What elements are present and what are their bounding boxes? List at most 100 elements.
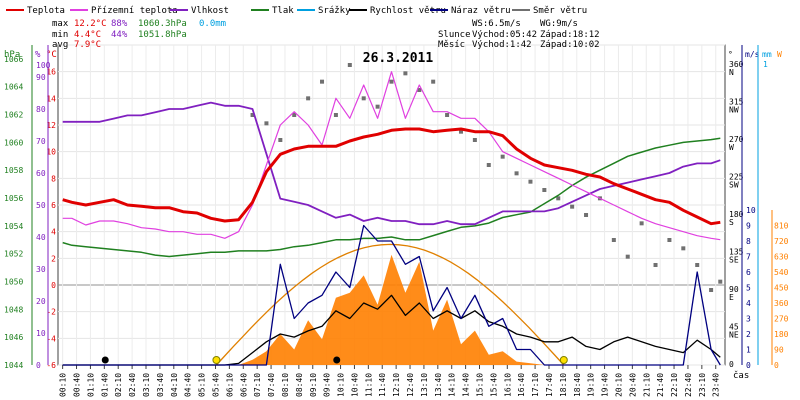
pct-tick: 30 xyxy=(36,265,46,274)
c-tick: 4 xyxy=(51,228,56,237)
pct-tick: 100 xyxy=(36,61,51,70)
x-tick-label: 10:10 xyxy=(337,373,346,397)
series-temperature xyxy=(62,127,721,226)
x-tick-label: 09:40 xyxy=(323,373,332,397)
pct-tick: 80 xyxy=(36,105,46,114)
hpa-tick: 1066 xyxy=(4,55,23,64)
c-tick: 16 xyxy=(46,68,56,77)
x-tick-label: 17:10 xyxy=(531,373,540,397)
x-tick-label: 06:40 xyxy=(239,373,248,397)
stats-max-hum: 88% xyxy=(111,19,128,29)
wind-dir-point xyxy=(361,96,366,101)
legend: Teplota Přízemní teplota Vlhkost Tlak Srážky… xyxy=(6,6,587,16)
dir-tick-name: W xyxy=(729,143,734,152)
wind-dir-point xyxy=(333,113,338,117)
wind-dir-point xyxy=(472,138,477,142)
wind-dir-point xyxy=(375,104,380,109)
moon-label: Měsíc xyxy=(438,40,465,50)
pct-tick: 60 xyxy=(36,169,46,178)
stats-max-label: max xyxy=(52,19,69,29)
stats-min-press: 1051.8hPa xyxy=(138,30,187,40)
dir-tick-name: SW xyxy=(729,181,739,190)
c-tick: 14 xyxy=(46,94,56,103)
pct-tick: 90 xyxy=(36,73,46,82)
astro-block: WS:6.5m/s WG:9m/s Slunce Východ:05:42 Zá… xyxy=(438,19,600,50)
x-tick-label: 22:10 xyxy=(670,373,679,397)
pct-tick: 0 xyxy=(36,361,41,370)
c-tick: 12 xyxy=(46,121,56,130)
wind-dir-point xyxy=(695,263,700,267)
x-tick-label: 16:10 xyxy=(503,373,512,397)
sunset-marker xyxy=(559,356,568,364)
x-axis-label: čas xyxy=(733,370,749,381)
dir-tick-name: S xyxy=(729,218,734,227)
wm2-tick: 630 xyxy=(774,253,789,262)
wind-dir-point xyxy=(570,204,575,209)
x-tick-label: 23:40 xyxy=(712,373,721,397)
pct-tick: 10 xyxy=(36,329,46,338)
wind-dir-point xyxy=(718,279,723,284)
x-tick-label: 13:10 xyxy=(420,373,429,397)
wind-dir-point xyxy=(417,88,422,92)
chart-date-title: 26.3.2011 xyxy=(363,51,434,66)
stats-max-press: 1060.3hPa xyxy=(138,19,187,29)
hpa-tick: 1052 xyxy=(4,250,23,259)
x-tick-label: 12:10 xyxy=(392,373,401,397)
dir-tick-name: SE xyxy=(729,256,739,265)
wind-dir-point xyxy=(709,288,714,292)
hpa-tick: 1048 xyxy=(4,305,23,314)
x-tick-label: 04:10 xyxy=(170,373,179,397)
wind-dir-point xyxy=(264,121,269,126)
dir-tick-name: N xyxy=(729,68,734,77)
hpa-unit: hPa xyxy=(4,50,20,60)
wind-dir-point xyxy=(514,171,519,176)
legend-label: Přízemní teplota xyxy=(91,6,178,16)
stats-avg-temp: 7.9°C xyxy=(74,40,101,50)
x-tick-label: 19:40 xyxy=(601,373,610,397)
dir-tick-name: NW xyxy=(729,106,739,115)
x-tick-label: 11:40 xyxy=(378,373,387,397)
hpa-tick: 1056 xyxy=(4,194,23,203)
series-solar-area xyxy=(62,254,721,365)
x-tick-label: 08:40 xyxy=(295,373,304,397)
x-tick-label: 07:40 xyxy=(267,373,276,397)
dir-tick-name: E xyxy=(729,293,734,302)
hpa-tick: 1060 xyxy=(4,138,23,147)
ms-tick: 5 xyxy=(746,284,751,293)
pct-tick: 40 xyxy=(36,233,46,242)
wm2-tick: 270 xyxy=(774,315,789,324)
x-tick-label: 04:40 xyxy=(184,373,193,397)
x-tick-label: 03:10 xyxy=(142,373,151,397)
hpa-tick: 1054 xyxy=(4,222,23,231)
stats-max-rain: 0.0mm xyxy=(199,19,226,29)
axes: 00:10 00:40 01:10 01:40 02:10 02:40 03:10 03:40… xyxy=(4,45,789,397)
wm2-tick: 360 xyxy=(774,299,789,308)
dir-tick-name: NE xyxy=(729,331,739,340)
c-tick: 2 xyxy=(51,254,56,263)
x-tick-label: 22:40 xyxy=(684,373,693,397)
x-tick-label: 01:40 xyxy=(100,373,109,397)
dir-tick-deg: 45 xyxy=(729,323,739,332)
legend-label: Teplota xyxy=(27,6,65,16)
wm2-tick: 720 xyxy=(774,237,789,246)
wind-dir-point xyxy=(500,154,505,159)
x-tick-label: 20:40 xyxy=(628,373,637,397)
mm-unit: mm xyxy=(762,50,772,59)
hpa-tick: 1050 xyxy=(4,278,23,287)
series-layer xyxy=(62,63,723,366)
dir-tick-deg: 315 xyxy=(729,98,744,107)
x-tick-label: 01:10 xyxy=(86,373,95,397)
sun-rise: Východ:05:42 xyxy=(472,30,537,40)
wind-dir-point xyxy=(584,213,589,217)
x-tick-label: 16:40 xyxy=(517,373,526,397)
wind-dir-point xyxy=(681,246,686,251)
x-tick-label: 14:40 xyxy=(462,373,471,397)
x-tick-label: 09:10 xyxy=(309,373,318,397)
x-tick-label: 06:10 xyxy=(225,373,234,397)
x-tick-label: 18:40 xyxy=(573,373,582,397)
wind-dir-point xyxy=(625,254,630,259)
stats-min-label: min xyxy=(52,30,68,40)
ms-tick: 2 xyxy=(746,330,751,339)
hpa-tick: 1058 xyxy=(4,166,23,175)
